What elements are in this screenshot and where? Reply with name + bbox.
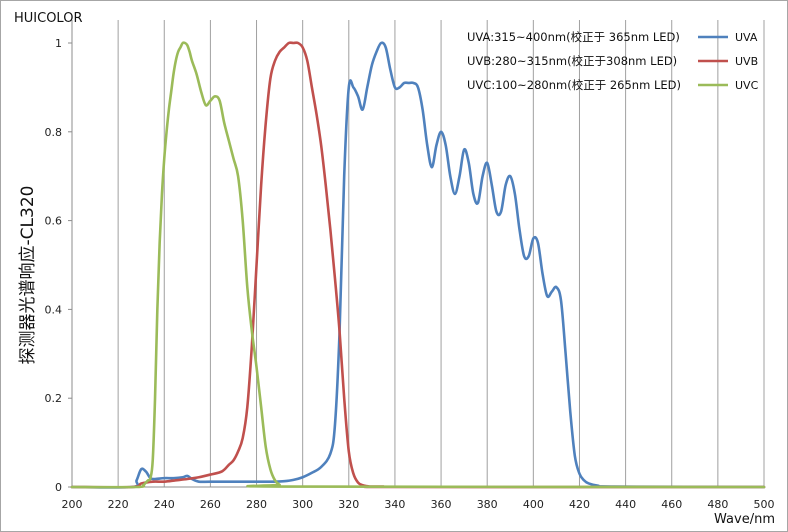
y-tick-label-4: 0.8 [45,126,63,139]
x-tick-label-200: 200 [62,498,83,511]
legend-label-uvb: UVB [735,55,758,68]
x-tick-label-260: 260 [200,498,221,511]
annotation-uvc: UVC:100~280nm(校正于 265nm LED) [467,78,681,92]
series-layer [70,41,766,489]
annotation-uva: UVA:315~400nm(校正于 365nm LED) [467,30,680,44]
x-tick-label-380: 380 [477,498,498,511]
y-tick-label-0: 0 [55,481,62,494]
series-line-uvc [70,41,766,489]
y-axis-title: 探测器光谱响应-CL320 [18,186,38,365]
x-tick-label-440: 440 [615,498,636,511]
x-tick-label-480: 480 [707,498,728,511]
legend: UVA UVB UVC [698,31,759,92]
x-tick-label-300: 300 [292,498,313,511]
annotation-uvb: UVB:280~315nm(校正于308nm LED) [467,54,677,68]
brand-label: HUICOLOR [14,11,82,26]
x-tick-label-280: 280 [246,498,267,511]
x-tick-label-460: 460 [661,498,682,511]
x-axis-title: Wave/nm [714,512,775,527]
y-tick-label-3: 0.6 [45,215,63,228]
x-tick-label-360: 360 [431,498,452,511]
y-tick-label-1: 0.2 [45,392,63,405]
annotations: UVA:315~400nm(校正于 365nm LED) UVB:280~315… [467,30,681,92]
x-tick-label-400: 400 [523,498,544,511]
x-tick-label-420: 420 [569,498,590,511]
x-tick-label-220: 220 [108,498,129,511]
y-tick-label-5: 1 [55,37,62,50]
x-tick-label-340: 340 [384,498,405,511]
tick-labels: 200 220 240 260 280 300 320 340 360 380 400 420 440 4… [45,37,775,511]
x-tick-label-240: 240 [154,498,175,511]
series-line-uvb [70,41,766,489]
x-tick-label-320: 320 [338,498,359,511]
series-line-uva [70,41,766,489]
grid [71,20,765,487]
x-tick-label-500: 500 [754,498,775,511]
legend-label-uva: UVA [735,31,758,44]
legend-label-uvc: UVC [735,79,759,92]
y-tick-label-2: 0.4 [45,303,63,316]
